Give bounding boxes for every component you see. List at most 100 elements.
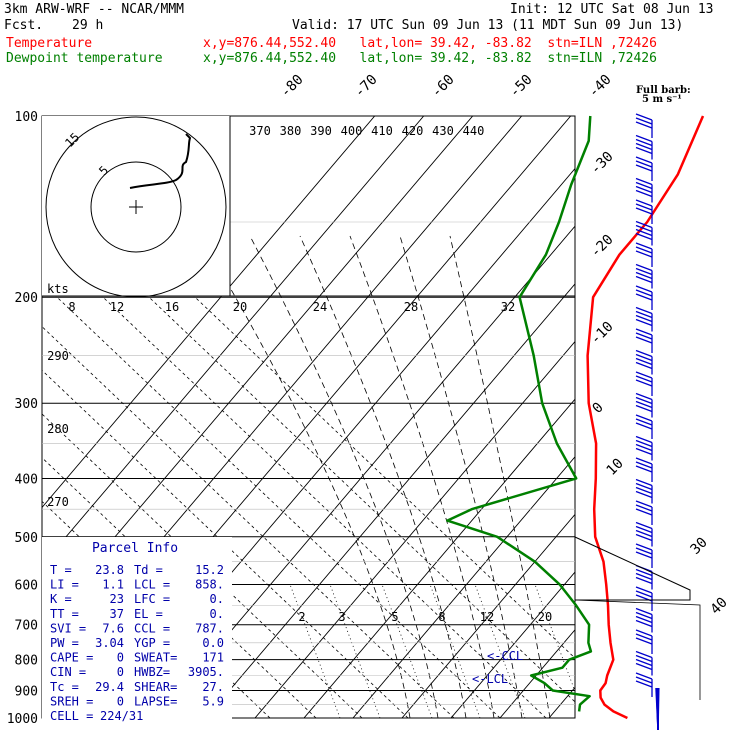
parcel-param-name: LCL = — [134, 578, 170, 592]
ccl-marker: <-CCL — [487, 649, 523, 663]
valid-time: Valid: 17 UTC Sun 09 Jun 13 (11 MDT Sun … — [292, 18, 684, 33]
isotherm-label: -40 — [586, 72, 615, 101]
hodograph-scale-label: 16 — [165, 300, 179, 314]
hodograph-scale-label: 24 — [313, 300, 327, 314]
wind-barb-flag — [635, 568, 653, 577]
wind-barb-flag — [635, 142, 653, 151]
wind-barb-flag — [635, 611, 653, 620]
isotherm-line — [734, 116, 740, 731]
wind-barb-flag — [635, 306, 653, 315]
wind-barb-flag — [635, 310, 653, 319]
pressure-tick-label: 100 — [15, 110, 38, 125]
parcel-param-name: LI = — [50, 578, 79, 592]
mixing-ratio-label: 3 — [338, 610, 345, 624]
hodograph-scale-label: 32 — [501, 300, 515, 314]
wind-barb-flag — [635, 328, 653, 336]
wind-barb-flag — [635, 676, 653, 684]
wind-barb-flag — [635, 418, 653, 426]
wind-barb-flag — [635, 629, 653, 637]
parcel-info-panel: Parcel Info T = 23.8 Td = 15.2 LI = 1.1 LCL = 85… — [42, 537, 232, 723]
moist-adiabat — [449, 235, 551, 718]
wind-barb-flag — [635, 504, 653, 512]
wind-barb-flag — [635, 203, 653, 211]
wind-barb-flag — [635, 228, 653, 237]
temperature-profile — [586, 115, 705, 720]
isotherm-label: -60 — [429, 72, 458, 101]
parcel-param-value: 0 — [117, 694, 124, 708]
pressure-tick-label: 200 — [15, 291, 38, 306]
wind-barb-flag — [635, 486, 653, 495]
wind-barb-flag — [635, 318, 653, 327]
mixing-ratio-label: 12 — [480, 610, 494, 624]
parcel-param-name: Td = — [134, 563, 163, 577]
wind-barb-flag — [635, 435, 653, 444]
wind-barb-flag — [635, 654, 653, 663]
wind-barb-flag — [635, 607, 653, 616]
theta-label: 400 — [341, 124, 363, 138]
wind-barb-flag — [635, 422, 653, 430]
hodograph-ring — [45, 116, 227, 298]
parcel-param-name: SWEAT= — [134, 651, 177, 665]
wind-barb-flag — [635, 271, 653, 280]
wind-barb-flag — [635, 113, 653, 121]
wind-barb-flag — [635, 662, 653, 671]
wind-barb-flag — [635, 457, 653, 465]
hodograph-center — [129, 200, 143, 214]
parcel-param-name: CIN = — [50, 665, 86, 679]
forecast-hour: 29 h — [72, 18, 104, 33]
parcel-param-name: PW = — [50, 636, 79, 650]
dry-adiabat — [42, 369, 409, 718]
wind-barb-flag — [635, 379, 653, 387]
moist-adiabat — [199, 235, 411, 718]
parcel-param-value: 787. — [195, 621, 224, 635]
isotherm-label: -50 — [507, 72, 536, 101]
wind-barb-flag — [635, 336, 653, 344]
isotherm-line — [156, 225, 575, 718]
parcel-param-value: 0.0 — [202, 636, 224, 650]
wind-barb-flag — [635, 533, 653, 542]
isotherm-line — [450, 571, 575, 718]
theta-label: 440 — [463, 124, 485, 138]
parcel-param-name: LAPSE= — [134, 694, 177, 708]
hodograph-scale-label: 12 — [110, 300, 124, 314]
wind-barb-flag — [635, 250, 653, 258]
wind-barb-flag — [635, 353, 653, 362]
isotherm-line — [42, 116, 474, 624]
wind-barb-flag — [635, 224, 653, 233]
sounding-profiles: <-LCL <-CCL — [446, 115, 705, 720]
parcel-param-value: 5.9 — [202, 694, 224, 708]
wind-barb-flag — [635, 267, 653, 276]
pressure-tick-label: 500 — [15, 531, 38, 546]
theta-label: 370 — [249, 124, 271, 138]
hodograph-unit: kts — [47, 282, 69, 296]
isotherm-line — [205, 283, 575, 718]
isotherm-label: -20 — [588, 232, 617, 261]
wind-barb-flag — [635, 490, 653, 499]
wind-barb-flag — [635, 357, 653, 366]
parcel-param-value: 0. — [210, 592, 224, 606]
moist-adiabat — [249, 235, 439, 718]
isotherm-label: 40 — [708, 595, 731, 618]
hodograph-scale-label: 28 — [404, 300, 418, 314]
wind-barb-flag — [635, 615, 653, 624]
pressure-tick-label: 400 — [15, 472, 38, 487]
mixing-ratio-line — [289, 584, 341, 718]
wind-barb-flag — [635, 443, 653, 452]
wind-barb-flag — [635, 543, 653, 551]
barb-guide-line — [574, 599, 701, 700]
parcel-param-value: 37 — [110, 607, 124, 621]
isotherm-line — [254, 340, 575, 718]
temperature-location-info: x,y=876.44,552.40 lat,lon= 39.42, -83.82… — [203, 36, 657, 51]
moist-adiabat — [299, 235, 467, 718]
parcel-param-value: 224/31 — [100, 709, 143, 723]
mixing-ratio-label: 20 — [538, 610, 552, 624]
wind-barb-flag — [635, 439, 653, 448]
wind-barb-flag — [635, 164, 653, 172]
wind-barb-flag — [635, 207, 653, 215]
theta-label: 410 — [371, 124, 393, 138]
isotherm-line — [401, 513, 575, 718]
wind-barb-flag — [635, 400, 653, 409]
forecast-label: Fcst. — [4, 18, 44, 33]
isotherm-label: -80 — [278, 72, 307, 101]
parcel-param-name: T = — [50, 563, 72, 577]
